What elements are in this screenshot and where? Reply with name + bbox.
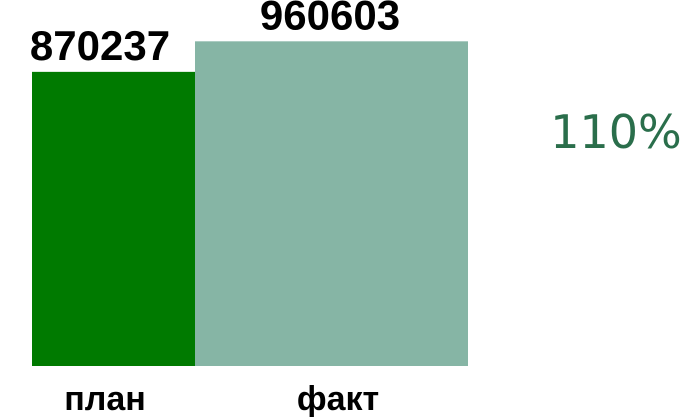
category-label-fact: факт bbox=[297, 380, 379, 417]
percent-label: 110% bbox=[550, 105, 682, 159]
value-label-plan: 870237 bbox=[30, 22, 170, 69]
bar-plan bbox=[32, 71, 195, 366]
bar-group bbox=[32, 41, 468, 366]
label-group: 870237 план 960603 факт bbox=[30, 0, 400, 417]
bar-fact bbox=[195, 41, 468, 366]
category-label-plan: план bbox=[64, 380, 146, 417]
value-label-fact: 960603 bbox=[260, 0, 400, 38]
